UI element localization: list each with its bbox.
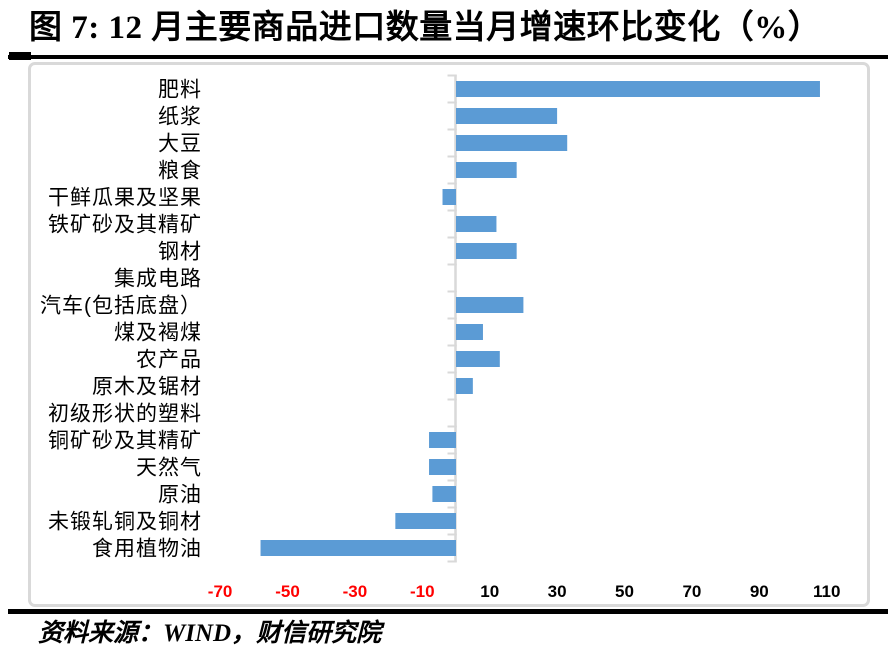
title-divider-rule — [8, 55, 888, 59]
bar — [456, 243, 517, 259]
value-axis-tick-label: 30 — [548, 582, 567, 601]
category-label: 原油 — [158, 484, 202, 507]
category-label: 初级形状的塑料 — [48, 403, 202, 426]
category-label: 食用植物油 — [92, 538, 202, 561]
bar — [456, 108, 558, 124]
figure-source: 资料来源：WIND，财信研究院 — [38, 620, 382, 647]
value-axis-tick-label: -50 — [275, 582, 300, 601]
category-label: 粮食 — [158, 160, 202, 183]
category-label: 农产品 — [136, 349, 202, 372]
category-label: 未锻轧铜及铜材 — [48, 511, 202, 534]
category-label: 大豆 — [158, 133, 202, 156]
category-label: 钢材 — [158, 241, 202, 264]
bar — [456, 297, 524, 313]
bar — [456, 351, 500, 367]
category-label: 干鲜瓜果及坚果 — [48, 187, 202, 210]
category-label: 煤及褐煤 — [114, 322, 202, 345]
category-label: 汽车(包括底盘） — [40, 295, 202, 318]
bar — [260, 540, 456, 556]
category-label: 铜矿砂及其精矿 — [48, 430, 202, 453]
category-label: 纸浆 — [158, 106, 202, 129]
bottom-divider-rule — [8, 609, 888, 614]
bar — [456, 378, 473, 394]
figure-title: 图 7: 12 月主要商品进口数量当月增速环比变化（%） — [29, 10, 822, 46]
bar — [456, 81, 820, 97]
value-axis-tick-label: 10 — [480, 582, 499, 601]
value-axis-tick-label: 90 — [750, 582, 769, 601]
value-axis-tick-label: 70 — [682, 582, 701, 601]
value-axis-tick-label: -30 — [343, 582, 368, 601]
bar — [456, 216, 497, 232]
category-label: 原木及锯材 — [92, 376, 202, 399]
bar — [429, 459, 456, 475]
bar — [456, 135, 568, 151]
value-axis-tick-label: 50 — [615, 582, 634, 601]
bar — [456, 324, 483, 340]
bar — [432, 486, 456, 502]
category-label: 天然气 — [136, 457, 202, 480]
bar — [456, 162, 517, 178]
value-axis-tick-label: -10 — [410, 582, 435, 601]
category-label: 铁矿砂及其精矿 — [48, 214, 202, 237]
value-axis-tick-label: 110 — [813, 582, 840, 601]
category-label: 肥料 — [158, 79, 202, 102]
bar — [395, 513, 456, 529]
category-label: 集成电路 — [114, 268, 202, 291]
value-axis-tick-label: -70 — [208, 582, 233, 601]
bar — [429, 432, 456, 448]
bar — [442, 189, 456, 205]
